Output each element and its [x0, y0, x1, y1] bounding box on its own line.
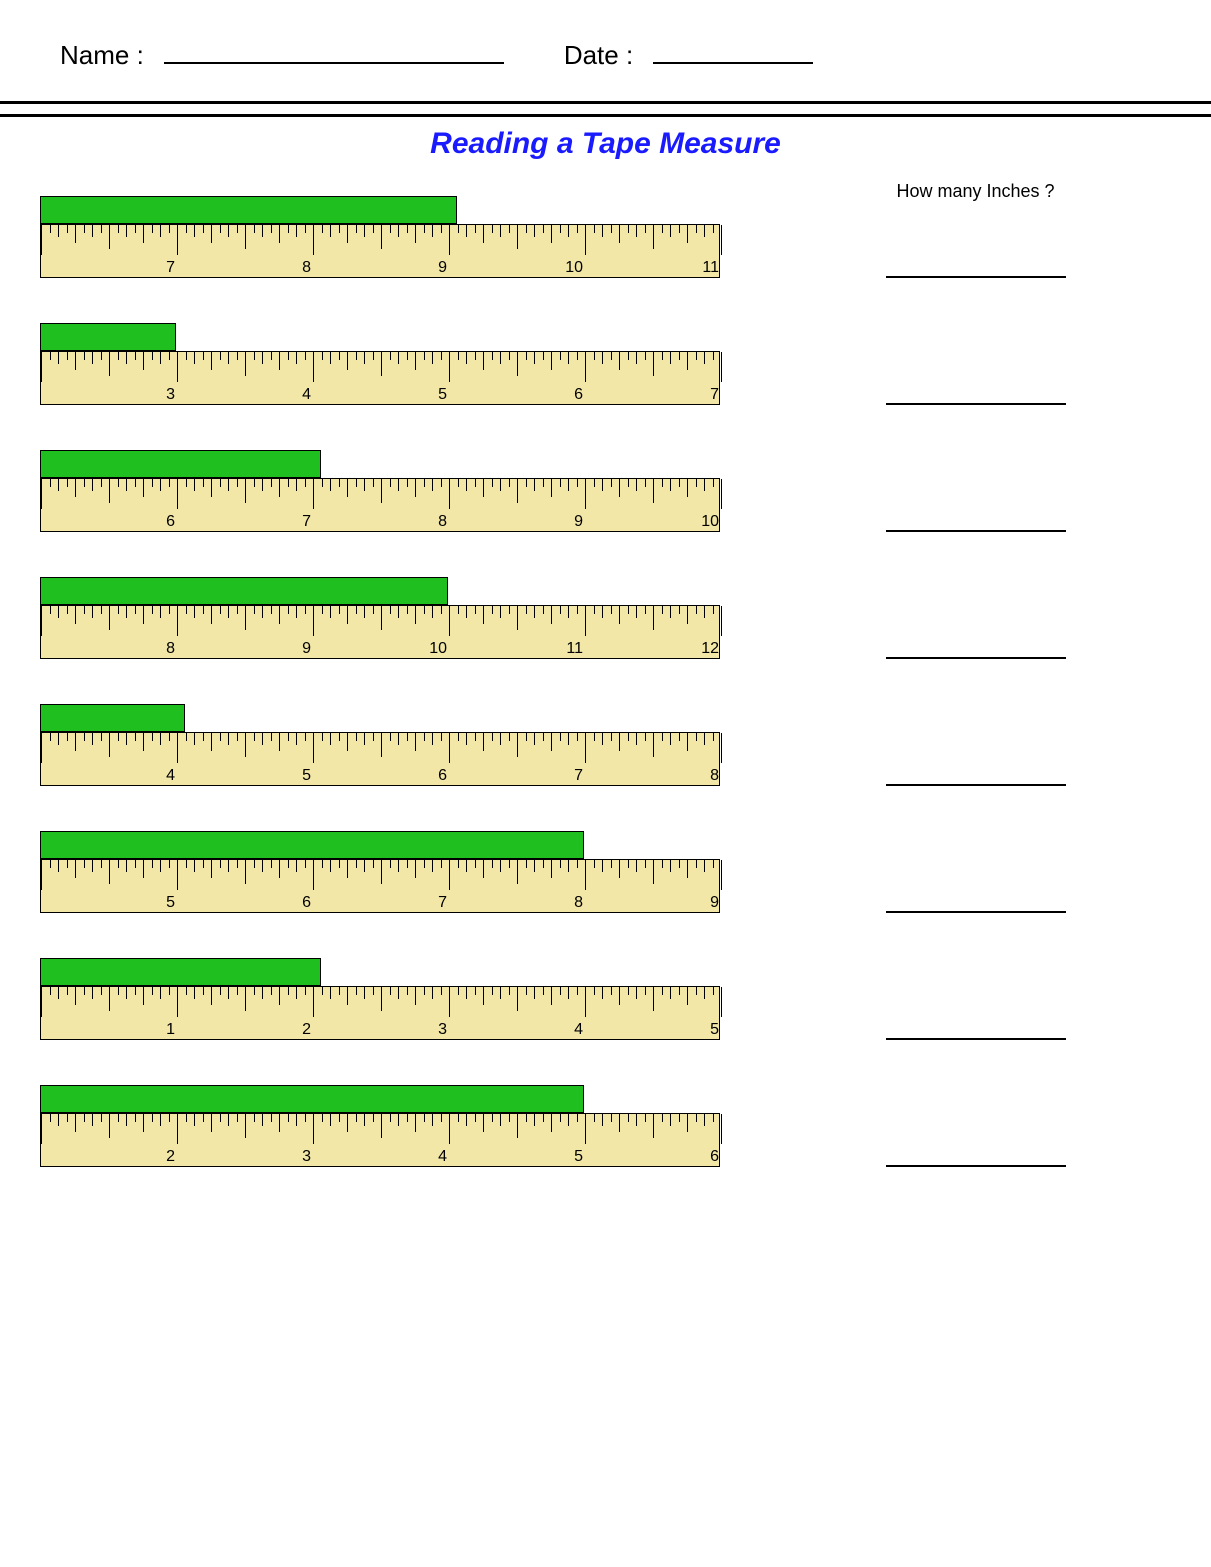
ruler-tick-label: 8: [574, 894, 585, 912]
name-label: Name :: [60, 40, 144, 71]
ruler-tick-label: 3: [166, 386, 177, 404]
ruler-tick-label: 3: [302, 1148, 313, 1166]
divider-rule: [0, 101, 1211, 117]
ruler-column: 2 3 4 5 6: [40, 1085, 720, 1167]
ruler: 5 6 7 8 9: [40, 859, 720, 913]
ruler-tick-label: 7: [438, 894, 449, 912]
ruler-tick-label: 12: [701, 640, 721, 658]
ruler-tick-label: 1: [166, 1021, 177, 1039]
measure-bar: [40, 1085, 584, 1113]
problem-row: 4 5 6 7 8: [40, 704, 1171, 786]
problem-row: 7 8 9 10 11 How many Inches ?: [40, 181, 1171, 278]
answer-column: [720, 760, 1171, 786]
measure-bar: [40, 577, 448, 605]
ruler-tick-label: 7: [166, 259, 177, 277]
measure-bar: [40, 450, 321, 478]
problem-row: 5 6 7 8 9: [40, 831, 1171, 913]
ruler-tick-label: 4: [166, 767, 177, 785]
answer-input-line[interactable]: [886, 887, 1066, 913]
answer-input-line[interactable]: [886, 1141, 1066, 1167]
ruler-tick-label: 6: [302, 894, 313, 912]
measure-bar: [40, 323, 176, 351]
question-label: How many Inches ?: [780, 181, 1171, 202]
ruler-tick-label: 10: [429, 640, 449, 658]
ruler-tick-label: 4: [438, 1148, 449, 1166]
answer-input-line[interactable]: [886, 379, 1066, 405]
answer-column: [720, 379, 1171, 405]
ruler-tick-label: 6: [574, 386, 585, 404]
ruler-tick-label: 2: [302, 1021, 313, 1039]
ruler-tick-label: 6: [166, 513, 177, 531]
measure-bar: [40, 831, 584, 859]
problem-row: 1 2 3 4 5: [40, 958, 1171, 1040]
answer-input-line[interactable]: [886, 760, 1066, 786]
answer-column: [720, 1014, 1171, 1040]
ruler-tick-label: 7: [574, 767, 585, 785]
measure-bar: [40, 196, 457, 224]
ruler-tick-label: 9: [574, 513, 585, 531]
ruler-tick-label: 10: [565, 259, 585, 277]
ruler-column: 4 5 6 7 8: [40, 704, 720, 786]
answer-column: [720, 887, 1171, 913]
ruler-tick-label: 9: [438, 259, 449, 277]
worksheet-page: Name : Date : Reading a Tape Measure 7 8 9…: [0, 0, 1211, 1252]
ruler: 7 8 9 10 11: [40, 224, 720, 278]
ruler-tick-label: 4: [302, 386, 313, 404]
ruler: 1 2 3 4 5: [40, 986, 720, 1040]
ruler-column: 8 9 10 11 12: [40, 577, 720, 659]
problem-row: 8 9 10 11 12: [40, 577, 1171, 659]
answer-input-line[interactable]: [886, 252, 1066, 278]
answer-column: [720, 506, 1171, 532]
ruler-tick-label: 5: [438, 386, 449, 404]
ruler-tick-label: 4: [574, 1021, 585, 1039]
problem-row: 3 4 5 6 7: [40, 323, 1171, 405]
ruler-tick-label: 6: [710, 1148, 721, 1166]
ruler: 3 4 5 6 7: [40, 351, 720, 405]
problem-row: 2 3 4 5 6: [40, 1085, 1171, 1167]
ruler-tick-label: 6: [438, 767, 449, 785]
ruler-tick-label: 8: [438, 513, 449, 531]
ruler-tick-label: 5: [302, 767, 313, 785]
ruler-tick-label: 8: [710, 767, 721, 785]
measure-bar: [40, 704, 185, 732]
problems-container: 7 8 9 10 11 How many Inches ? 3 4 5 6 7 6 7 8 9 10 8 9 10 1…: [0, 181, 1211, 1167]
ruler-column: 3 4 5 6 7: [40, 323, 720, 405]
date-input-line[interactable]: [653, 62, 813, 64]
ruler-tick-label: 3: [438, 1021, 449, 1039]
ruler-tick-label: 5: [574, 1148, 585, 1166]
ruler-tick-label: 8: [166, 640, 177, 658]
answer-input-line[interactable]: [886, 633, 1066, 659]
ruler-tick-label: 9: [302, 640, 313, 658]
name-input-line[interactable]: [164, 62, 504, 64]
date-label: Date :: [564, 40, 633, 71]
ruler-tick-label: 2: [166, 1148, 177, 1166]
answer-input-line[interactable]: [886, 506, 1066, 532]
ruler: 8 9 10 11 12: [40, 605, 720, 659]
ruler-column: 7 8 9 10 11: [40, 196, 720, 278]
ruler-tick-label: 7: [302, 513, 313, 531]
answer-column: [720, 1141, 1171, 1167]
ruler-column: 1 2 3 4 5: [40, 958, 720, 1040]
worksheet-title: Reading a Tape Measure: [0, 127, 1211, 161]
answer-input-line[interactable]: [886, 1014, 1066, 1040]
measure-bar: [40, 958, 321, 986]
answer-column: How many Inches ?: [720, 181, 1171, 278]
answer-column: [720, 633, 1171, 659]
ruler-tick-label: 9: [710, 894, 721, 912]
ruler: 4 5 6 7 8: [40, 732, 720, 786]
ruler-tick-label: 7: [710, 386, 721, 404]
ruler: 6 7 8 9 10: [40, 478, 720, 532]
ruler-tick-label: 11: [702, 259, 721, 277]
ruler-tick-label: 8: [302, 259, 313, 277]
ruler-tick-label: 11: [566, 640, 585, 658]
ruler-tick-label: 10: [701, 513, 721, 531]
ruler: 2 3 4 5 6: [40, 1113, 720, 1167]
header-row: Name : Date :: [0, 0, 1211, 101]
ruler-column: 6 7 8 9 10: [40, 450, 720, 532]
ruler-tick-label: 5: [710, 1021, 721, 1039]
ruler-tick-label: 5: [166, 894, 177, 912]
ruler-column: 5 6 7 8 9: [40, 831, 720, 913]
problem-row: 6 7 8 9 10: [40, 450, 1171, 532]
